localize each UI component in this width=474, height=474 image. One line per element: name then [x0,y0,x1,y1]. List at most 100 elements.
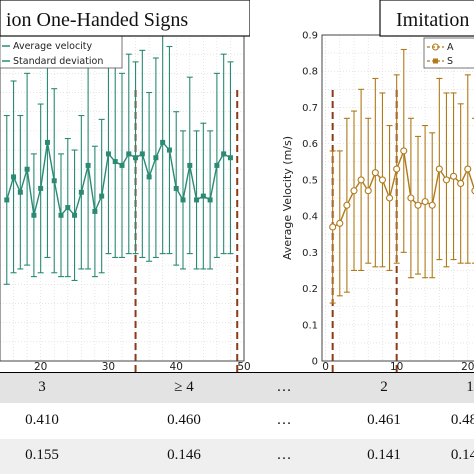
right-legend-s-label: S [447,56,453,67]
data-point [139,151,145,157]
table-cell: 0.410 [25,412,59,428]
right-legend-marker-a [432,43,439,51]
right-y-tick-label: 0 [312,357,318,368]
data-point [214,162,220,168]
data-point [4,197,10,203]
data-point [378,176,386,184]
data-point [187,162,193,168]
data-point [400,147,408,155]
table-cell: 0.141 [367,447,401,463]
summary-table: 3 ≥ 4 … 2 1 0.410 0.460 … 0.461 0.48 0.1… [0,372,474,474]
table-header-row: 3 ≥ 4 … 2 1 [0,372,474,404]
right-y-tick-label: 0.3 [302,248,318,259]
data-point [17,189,23,195]
data-point [221,151,227,157]
data-point [428,201,436,209]
right-title: Imitation [396,9,469,31]
right-y-tick-label: 0.7 [302,103,318,114]
data-point [421,198,429,206]
table-cell: 0.146 [167,447,201,463]
data-point [119,162,125,168]
data-point [38,185,44,191]
data-point [44,139,50,145]
data-point [133,155,139,161]
data-point [72,212,78,218]
data-point [85,162,91,168]
average-velocity-line [6,141,231,217]
data-point [386,194,394,202]
left-x-tick-label: 40 [170,361,183,372]
data-point [414,201,422,209]
table-header-cell: 1 [466,379,474,395]
data-point [92,208,98,214]
right-y-tick-label: 0.5 [302,175,318,186]
right-y-tick-label: 0.1 [302,320,318,331]
data-point [11,174,17,180]
data-point [364,187,372,195]
right-y-tick-label: 0.9 [302,31,318,42]
data-point [105,151,111,157]
data-point [180,197,186,203]
table-cell: 0.461 [367,412,401,428]
data-point [173,185,179,191]
right-title-box [379,0,474,37]
right-y-tick-label: 0.2 [302,284,318,295]
data-point [65,205,71,211]
table-header-cell: 3 [38,379,46,395]
data-point [471,187,474,195]
data-point [393,165,401,173]
left-legend-std-label: Standard deviation [13,56,103,67]
data-point [207,197,213,203]
data-point [166,147,172,153]
left-legend-average-label: Average velocity [13,41,93,52]
data-point [160,139,166,145]
data-point [194,197,200,203]
right-legend-marker-s [433,58,438,64]
left-title: ion One-Handed Signs [6,9,188,31]
right-chart: 0 0.1 0.2 0.3 0.4 0.5 0.6 0.7 0.8 0.9 0 10 20 Avera… [281,0,474,372]
right-legend [423,37,474,69]
right-x-tick-label: 20 [461,361,474,372]
table-header-cell: ≥ 4 [174,379,194,395]
right-legend-a-label: A [447,42,454,53]
data-point [407,194,415,202]
figure: 20 30 40 50 Average velocity Standard devia… [0,0,474,372]
left-x-tick-label: 50 [237,361,250,372]
table-cell: … [276,412,292,428]
right-y-tick-label: 0.6 [302,139,318,150]
data-point [329,223,337,231]
data-point [51,178,57,184]
table-cell: 0.460 [167,412,201,428]
table-row: 0.155 0.146 … 0.141 0.14 [0,439,474,474]
table-cell: 0.14 [450,447,474,463]
right-y-tick-label: 0.8 [302,67,318,78]
right-x-ticks: 0 10 20 [322,361,474,372]
left-x-tick-label: 20 [34,361,47,372]
right-y-ticks: 0 0.1 0.2 0.3 0.4 0.5 0.6 0.7 0.8 0.9 [302,31,318,368]
data-point [126,151,132,157]
left-x-tick-label: 30 [102,361,115,372]
left-legend [0,35,123,69]
data-point [99,193,105,199]
data-point [200,193,206,199]
data-point [24,166,30,172]
table-header-cell: … [276,379,292,395]
data-point [371,169,379,177]
data-point [435,165,443,173]
table-row: 0.410 0.460 … 0.461 0.48 [0,403,474,439]
table-cell: … [276,447,292,463]
data-point [336,219,344,227]
right-y-axis-label: Average Velocity (m/s) [281,136,294,260]
data-point [58,212,64,218]
data-point [78,189,84,195]
right-y-tick-label: 0.4 [302,212,318,223]
left-x-ticks: 20 30 40 50 [34,361,251,372]
data-point [343,201,351,209]
table-cell: 0.155 [25,447,59,463]
left-plot [3,26,239,372]
left-chart: 20 30 40 50 Average velocity Standard devia… [0,0,251,372]
data-point [464,165,472,173]
data-point [227,155,233,161]
data-point [146,174,152,180]
data-point [153,155,159,161]
